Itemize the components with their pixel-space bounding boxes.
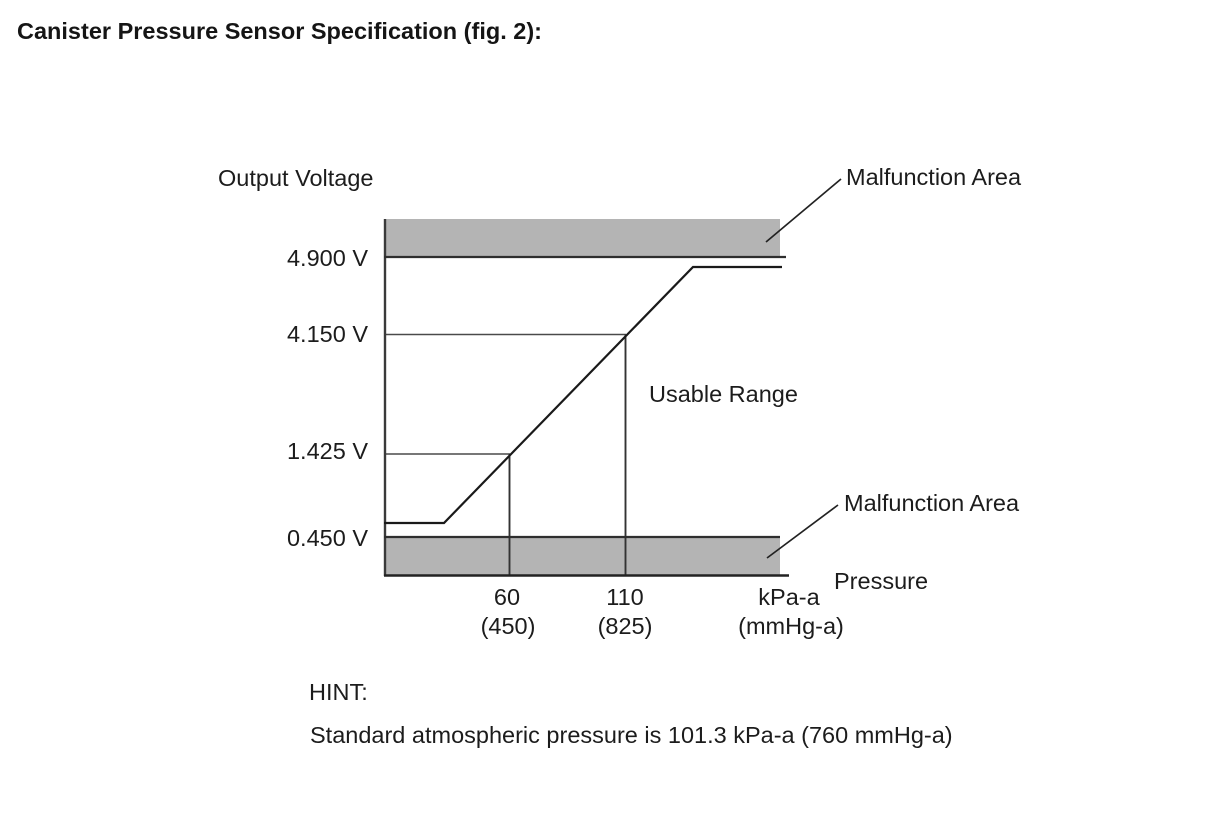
- svg-text:Canister Pressure Sensor Speci: Canister Pressure Sensor Specification (…: [17, 18, 542, 44]
- svg-text:Malfunction Area: Malfunction Area: [844, 490, 1020, 516]
- svg-text:(450): (450): [481, 613, 536, 639]
- svg-text:Output Voltage: Output Voltage: [218, 165, 373, 191]
- svg-text:Standard atmospheric pressure: Standard atmospheric pressure is 101.3 k…: [310, 722, 953, 748]
- svg-text:HINT:: HINT:: [309, 679, 368, 705]
- svg-text:60: 60: [494, 584, 520, 610]
- svg-text:0.450 V: 0.450 V: [287, 525, 368, 551]
- svg-text:(825): (825): [598, 613, 653, 639]
- svg-text:kPa-a: kPa-a: [758, 584, 820, 610]
- svg-text:Usable Range: Usable Range: [649, 381, 798, 407]
- svg-text:Pressure: Pressure: [834, 568, 928, 594]
- svg-text:(mmHg-a): (mmHg-a): [738, 613, 844, 639]
- svg-text:4.900 V: 4.900 V: [287, 245, 368, 271]
- svg-text:110: 110: [606, 584, 643, 610]
- svg-text:1.425 V: 1.425 V: [287, 438, 368, 464]
- svg-text:4.150 V: 4.150 V: [287, 321, 368, 347]
- svg-text:Malfunction Area: Malfunction Area: [846, 164, 1022, 190]
